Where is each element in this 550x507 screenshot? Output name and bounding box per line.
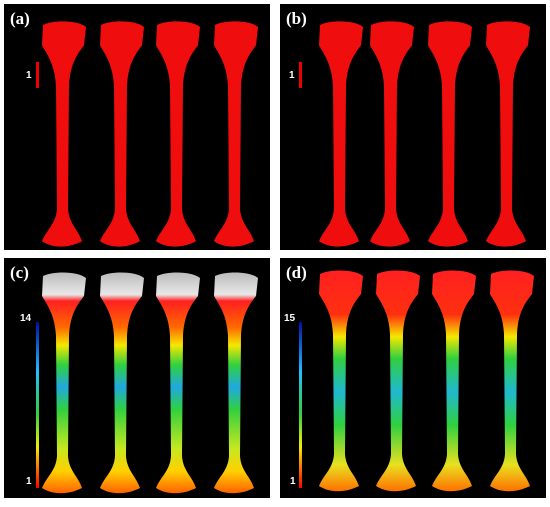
scale-bar: [36, 62, 39, 88]
scale-label: 1: [290, 476, 296, 487]
scale-label: 15: [284, 313, 296, 324]
panel-label: (b): [286, 9, 307, 28]
color-bar: [36, 322, 39, 488]
scale-label: 1: [26, 70, 32, 81]
scale-label: 1: [26, 476, 32, 487]
panel-label: (a): [10, 9, 30, 28]
panel-label: (d): [286, 263, 307, 282]
scale-bar: [299, 62, 302, 88]
scale-label: 1: [289, 70, 295, 81]
color-bar: [299, 322, 302, 488]
scale-label: 14: [20, 313, 32, 324]
panel-label: (c): [10, 263, 29, 282]
